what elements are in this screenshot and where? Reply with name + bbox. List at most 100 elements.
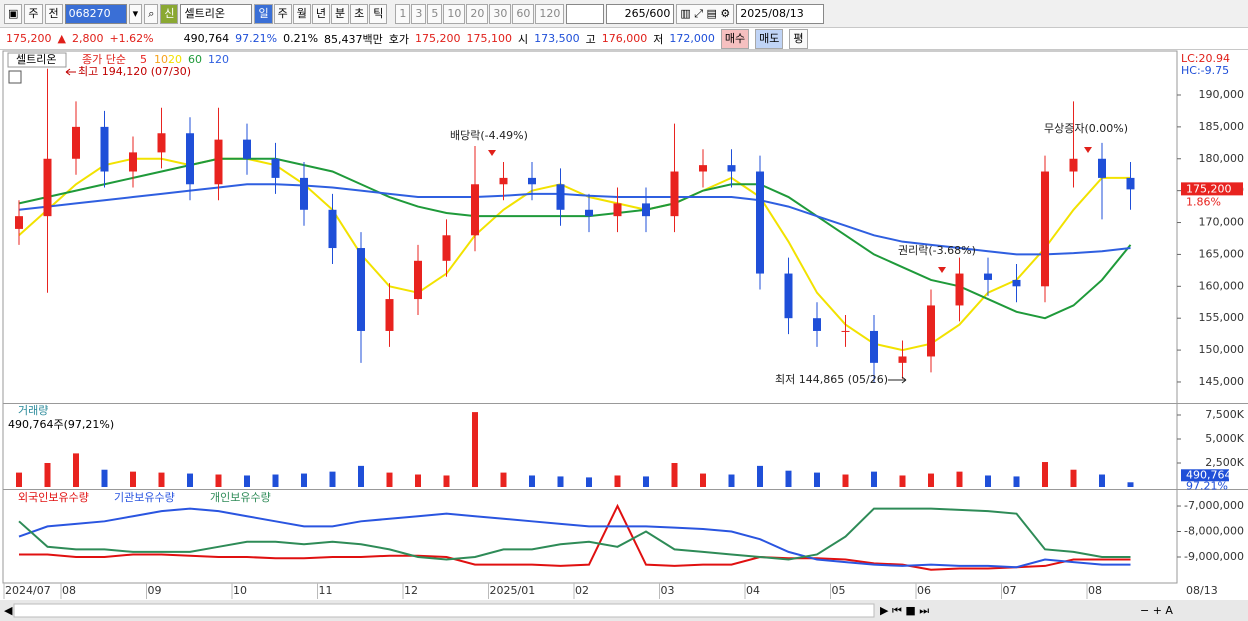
avg-button[interactable]: 평 [789, 28, 808, 49]
legend-label: 종가 단순 [82, 53, 126, 66]
x-tick-label: 08 [62, 584, 76, 597]
volume-bar [130, 471, 136, 487]
stock-name[interactable]: 셀트리온 [180, 3, 253, 24]
candle-body [556, 184, 565, 210]
open: 173,500 [534, 32, 580, 45]
volume-ratio: 97.21% [235, 32, 278, 45]
legend-item: 5 [140, 53, 147, 66]
candle-body [813, 318, 821, 331]
plot-frame [2, 50, 1178, 584]
last-price-box [1181, 182, 1243, 196]
period-button[interactable]: 주 [273, 3, 292, 24]
legend-item: 20 [168, 53, 182, 66]
y-tick-label: 5,000K [1205, 432, 1244, 445]
date-input[interactable]: 2025/08/13 [736, 3, 825, 24]
x-tick-label: 2024/07 [5, 584, 51, 597]
volume-bar [358, 465, 364, 487]
period-button[interactable]: 분 [330, 3, 350, 24]
candle-body [699, 165, 707, 172]
legend-item: 외국인보유수량 [18, 491, 89, 504]
period-button[interactable]: 초 [350, 3, 369, 24]
dropdown[interactable]: ▾ [128, 3, 143, 24]
candle-body [1069, 158, 1078, 172]
interval-button[interactable]: 3 [411, 3, 427, 24]
interval-button[interactable]: 5 [427, 3, 443, 24]
interval-button[interactable]: 120 [535, 3, 565, 24]
low: 172,000 [669, 32, 715, 45]
x-tick-label: 2025/01 [490, 584, 536, 597]
y-tick-label: 170,000 [1199, 216, 1245, 229]
scroll-controls[interactable]: ▶ ⏮ ■ ⏭ [880, 604, 929, 617]
y-tick-label: 150,000 [1199, 343, 1245, 356]
volume-bar [529, 475, 535, 487]
period-button[interactable]: 월 [292, 3, 311, 24]
tool-icons[interactable]: ▥ ⤢ ▤ ⚙ [676, 3, 735, 24]
volume-bar [728, 474, 735, 487]
chart: ◀ ▶ ⏮ ■ ⏭ − + A 145,000 150,000 155,000 160… [0, 50, 1248, 621]
line-series [18, 157, 1132, 320]
interval-button[interactable]: 1 [395, 3, 411, 24]
volume-bar [643, 476, 649, 487]
candle-body [243, 139, 251, 159]
period-button[interactable]: 년 [311, 3, 330, 24]
candle-body [72, 126, 80, 159]
x-tick-label: 12 [404, 584, 418, 597]
event-marker [1084, 147, 1092, 153]
volume-bar [386, 472, 393, 487]
volume-bar [1070, 469, 1077, 487]
volume-bar [785, 470, 792, 487]
last-change: 1.86% [1186, 195, 1221, 208]
count-max: /600 [645, 6, 671, 20]
volume-bar [16, 472, 22, 487]
volume-bar [871, 471, 877, 487]
candle-body [129, 152, 137, 172]
high: 176,000 [601, 32, 648, 45]
y-tick-label: 165,000 [1199, 247, 1245, 260]
interval-button[interactable]: 30 [489, 3, 512, 24]
scroll-track[interactable] [13, 603, 875, 618]
y-tick-label: 2,500K [1205, 456, 1244, 469]
buy-button[interactable]: 매수 [720, 28, 750, 49]
interval-button[interactable]: 10 [443, 3, 466, 24]
volume-bar [158, 472, 165, 487]
sell-button[interactable]: 매도 [755, 28, 784, 49]
volume-bar [700, 473, 706, 487]
bid: 175,100 [466, 32, 513, 45]
zoom-controls[interactable]: − + A [1140, 604, 1173, 617]
interval-button[interactable]: 60 [512, 3, 535, 24]
code-input[interactable]: 068270 [64, 3, 127, 24]
period-button[interactable]: 틱 [369, 3, 388, 24]
mode-button[interactable]: 전 [44, 3, 63, 24]
volume-bar [44, 462, 51, 487]
legend-item: 10 [154, 53, 168, 66]
candle-body [613, 203, 622, 217]
menu-icon[interactable]: ▣ [4, 3, 23, 24]
candle-body [727, 165, 736, 172]
legend-name: 셀트리온 [16, 53, 56, 66]
x-tick-label: 04 [746, 584, 760, 597]
candle-body [442, 235, 451, 261]
interval-group: 1 3 5 10 20 30 60 120 [395, 3, 565, 24]
line-series [18, 507, 1131, 569]
candle-body [1012, 279, 1021, 287]
line-series [19, 503, 1131, 571]
annotation: 최저 144,865 (05/26) [775, 373, 888, 386]
volume-bar [1042, 462, 1048, 487]
volume-bar [1127, 482, 1134, 487]
candle-body [984, 273, 992, 280]
count-box[interactable]: 265/600 [606, 3, 675, 24]
volume-bar [557, 476, 564, 487]
legend-item: 120 [208, 53, 229, 66]
y-tick-label: 7,500K [1205, 408, 1244, 421]
blank-select[interactable] [566, 3, 605, 24]
scroll-left[interactable]: ◀ [4, 604, 13, 617]
interval-button[interactable]: 20 [466, 3, 489, 24]
legend-item: 개인보유수량 [210, 491, 271, 504]
volume-bar [272, 474, 279, 487]
period-button[interactable]: 일 [254, 3, 273, 24]
candle-body [841, 330, 850, 332]
market-select[interactable]: 주 [24, 3, 43, 24]
search-icon[interactable]: ⌕ [144, 3, 159, 24]
arrow [65, 68, 76, 76]
